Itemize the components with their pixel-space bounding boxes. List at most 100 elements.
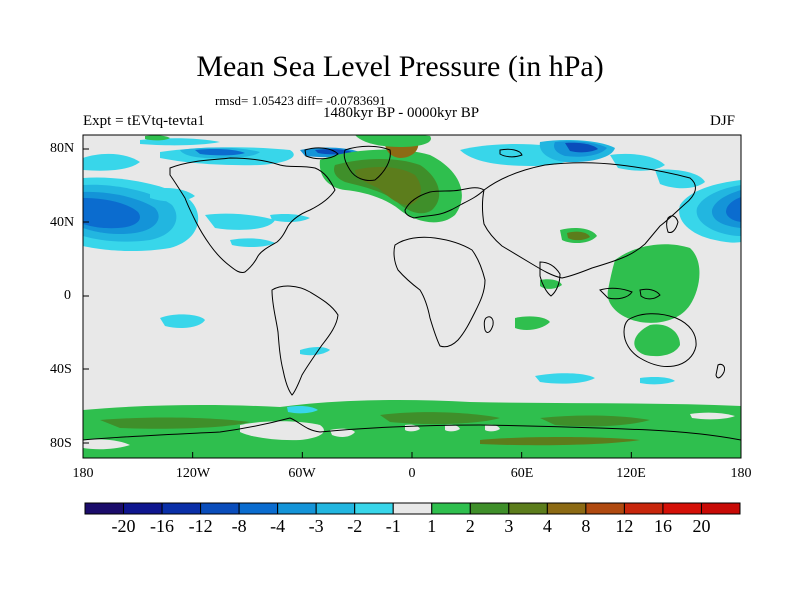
anomaly-region-cyan [640,377,675,385]
anomaly-region-cyan [230,238,275,248]
africa-coast [393,236,486,348]
coastlines [83,145,741,441]
lat-label-40s: 40S [50,362,72,377]
arctic-island-coast [304,147,339,160]
anomaly-region-cyan [300,347,330,356]
colorbar-swatch [161,502,202,515]
rmsd-diff-stats: rmsd= 1.05423 diff= -0.0783691 [215,93,386,108]
anomaly-region-ol [567,231,590,241]
colorbar-swatch [200,502,240,515]
axis-ticks [82,148,742,458]
anomaly-region-cyan [83,153,140,171]
north-america-coast [169,157,336,273]
colorbar [84,502,741,515]
anomaly-region-cyan [270,214,310,223]
anomaly-region-green [515,316,550,330]
lon-label-120e: 120E [616,466,646,481]
colorbar-label: -1 [385,516,401,536]
lat-label-40n: 40N [50,215,75,230]
japan-coast [666,215,679,233]
anomaly-region-dkb [565,142,598,153]
colorbar-label: 3 [504,516,514,536]
colorbar-swatch [84,502,125,515]
colorbar-swatch [392,502,433,515]
anomaly-region-dg [100,417,250,429]
anomaly-region-cyan [610,153,665,171]
anomaly-region-green [607,244,700,323]
anomaly-region-dg [540,415,650,427]
colorbar-swatch [469,502,510,515]
anomaly-region-bl [195,149,245,156]
colorbar-label: 12 [615,516,634,536]
anomaly-region-cyan [150,188,195,202]
colorbar-swatch [315,502,356,515]
anomaly-region-cyan [535,373,595,384]
anomaly-region-green [634,324,680,357]
anomaly-region-green [540,279,562,289]
lon-label-0: 0 [408,466,416,481]
anomaly-region-neutral [485,424,500,432]
greenland-coast [343,145,391,181]
colorbar-swatch [431,502,471,515]
anomaly-region-green [355,135,431,147]
colorbar-swatch [238,502,279,515]
svalbard-coast [499,148,523,158]
lon-label-60e: 60E [510,466,534,481]
lon-label-120w: 120W [175,466,211,481]
lon-label-180e: 180 [730,466,752,481]
anomaly-region-cyan [205,213,275,230]
colorbar-swatch [354,502,394,515]
colorbar-label: 16 [653,516,672,536]
colorbar-swatch [123,502,163,515]
colorbar-label: 1 [427,516,437,536]
anomaly-region-ol [480,437,640,446]
colorbar-swatch [277,502,317,515]
colorbar-swatch [662,502,702,515]
colorbar-label: -3 [308,516,324,536]
colorbar-label: -12 [188,516,213,536]
anomaly-region-neutral [445,424,460,432]
india-coast [539,261,561,297]
south-america-coast [271,285,339,396]
experiment-label: Expt = tEVtq-tevta1 [83,113,205,129]
anomaly-region-cyan [160,314,205,328]
anomaly-region-dg [380,412,500,425]
colorbar-swatch [623,502,664,515]
lat-label-0: 0 [64,288,71,303]
new-zealand-coast [715,363,725,379]
anomaly-region-dkb [315,148,352,155]
anomaly-region-bl [726,197,741,222]
colorbar-label: 20 [692,516,711,536]
anomaly-region-neutral [690,412,735,420]
antarctica-coast [83,417,741,441]
colorbar-label: -2 [347,516,363,536]
europe-coast [404,187,485,219]
lat-label-80n: 80N [50,141,75,156]
colorbar-label: -20 [111,516,136,536]
anomaly-region-neutral [83,439,130,450]
season-label: DJF [710,113,736,129]
time-period: 1480kyr BP - 0000kyr BP [323,105,480,121]
indonesia-coast [599,287,633,300]
colorbar-label: 8 [581,516,591,536]
new-guinea-coast [639,288,661,300]
colorbar-swatch [585,502,625,515]
anomaly-region-ol [355,167,422,206]
colorbar-label: 2 [465,516,475,536]
colorbar-label: -8 [231,516,247,536]
anomaly-region-bl [83,198,140,229]
lat-label-80s: 80S [50,436,72,451]
lon-label-180w: 180 [72,466,94,481]
colorbar-label: 4 [542,516,552,536]
madagascar-coast [483,316,494,333]
plot-title: Mean Sea Level Pressure (in hPa) [196,50,604,83]
colorbar-swatch [546,502,587,515]
anomaly-region-cyan [655,169,705,189]
colorbar-label: -4 [270,516,286,536]
lon-label-60w: 60W [288,466,316,481]
anomaly-region-cyan [287,406,318,414]
anomaly-field [83,135,741,458]
colorbar-swatch [508,502,548,515]
colorbar-swatch [700,502,741,515]
